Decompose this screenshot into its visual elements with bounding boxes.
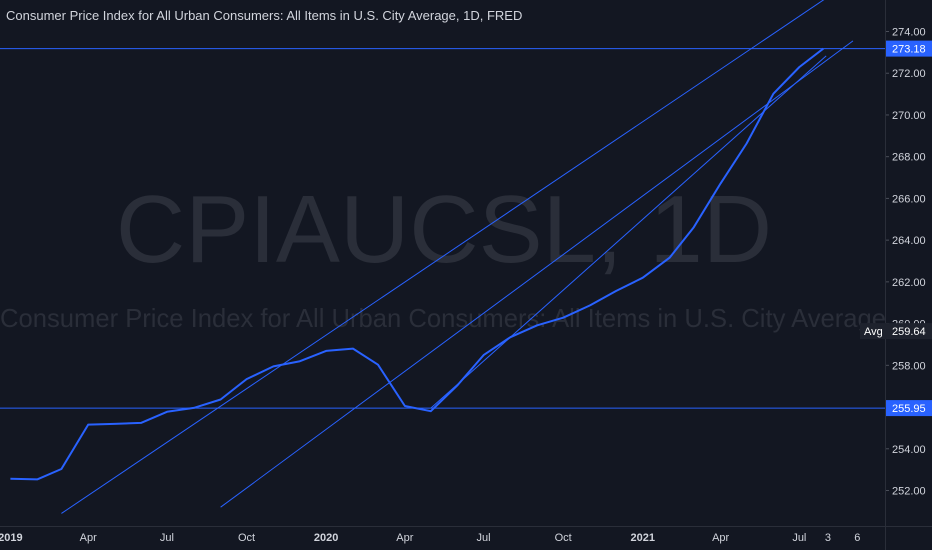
series-layer: [10, 47, 825, 481]
watermark-name: Consumer Price Index for All Urban Consu…: [0, 303, 886, 333]
price-badge-value: 259.64: [892, 326, 926, 338]
price-axis-bg: [885, 0, 932, 550]
price-badge-value: 255.95: [892, 403, 926, 415]
x-tick-label: 2021: [631, 532, 655, 544]
y-tick-label: 264.00: [892, 235, 926, 247]
price-badge: 273.18: [886, 40, 932, 57]
x-tick-label: 6: [854, 532, 860, 544]
avg-label: Avg: [864, 326, 883, 338]
price-badge-bg: [886, 40, 932, 57]
price-badge: 255.95: [886, 400, 932, 417]
y-tick-label: 270.00: [892, 110, 926, 122]
y-tick-label: 262.00: [892, 277, 926, 289]
price-badge-bg: [886, 400, 932, 417]
y-tick-label: 272.00: [892, 68, 926, 80]
trend-line[interactable]: [61, 0, 826, 514]
x-tick-label: 2019: [0, 532, 23, 544]
x-tick-label: Oct: [238, 532, 255, 544]
x-tick-label: Jul: [792, 532, 806, 544]
time-axis-bg: [0, 526, 932, 550]
x-tick-label: Apr: [712, 532, 729, 544]
x-tick-label: Oct: [555, 532, 572, 544]
avg-label-bg: [860, 323, 886, 340]
watermark-symbol: CPIAUCSL, 1D: [116, 176, 772, 283]
series-line: [10, 47, 825, 481]
x-tick-label: Jul: [477, 532, 491, 544]
y-tick-label: 268.00: [892, 152, 926, 164]
x-tick-label: Apr: [396, 532, 413, 544]
trend-line[interactable]: [220, 40, 854, 508]
y-tick-label: 252.00: [892, 486, 926, 498]
x-tick-label: Jul: [160, 532, 174, 544]
price-badge-value: 273.18: [892, 44, 926, 56]
x-tick-label: 3: [825, 532, 831, 544]
y-tick-label: 258.00: [892, 360, 926, 372]
price-badges: 273.18 Avg 259.64 255.95: [860, 40, 932, 417]
drawings-layer: [0, 0, 885, 514]
y-tick-label: 254.00: [892, 444, 926, 456]
price-badge: Avg 259.64: [860, 323, 932, 340]
watermark: CPIAUCSL, 1D Consumer Price Index for Al…: [0, 176, 886, 333]
y-tick-label: 266.00: [892, 193, 926, 205]
y-tick-label: 274.00: [892, 27, 926, 39]
x-tick-label: 2020: [314, 532, 338, 544]
avg-value-bg: [886, 323, 932, 340]
price-axis[interactable]: 252.00254.00256.00258.00260.00262.00264.…: [885, 0, 932, 550]
x-tick-label: Apr: [80, 532, 97, 544]
chart-title: Consumer Price Index for All Urban Consu…: [6, 8, 522, 23]
trend-line[interactable]: [430, 55, 827, 409]
